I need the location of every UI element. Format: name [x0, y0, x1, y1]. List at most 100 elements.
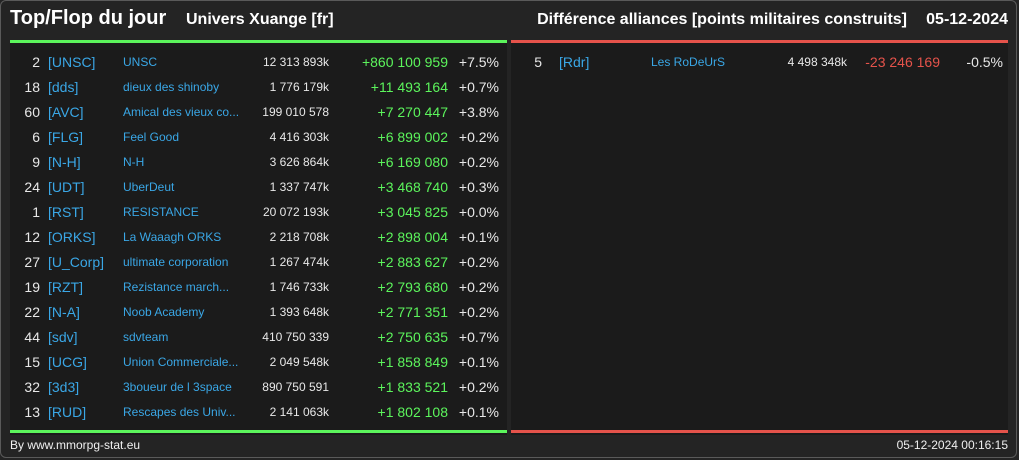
percent-change: +7.5%: [458, 54, 499, 70]
percent-change: +0.1%: [458, 404, 499, 420]
alliance-tag-link[interactable]: [sdv]: [48, 329, 78, 345]
header: Top/Flop du jour Univers Xuange [fr] Dif…: [0, 0, 1019, 40]
difference-value: +1 802 108: [377, 404, 448, 420]
alliance-tag-link[interactable]: [UDT]: [48, 179, 85, 195]
alliance-name-link[interactable]: sdvteam: [123, 330, 169, 344]
top-row: 1 [RST] RESISTANCE 20 072 193k +3 045 825 +0.…: [10, 200, 507, 225]
difference-value: +6 899 002: [377, 129, 448, 145]
alliance-name-link[interactable]: ultimate corporation: [123, 255, 229, 269]
rank-value: 60: [24, 104, 40, 120]
points-value: 4 416 303k: [269, 130, 329, 144]
top-row: 9 [N-H] N-H 3 626 864k +6 169 080 +0.2%: [10, 150, 507, 175]
alliance-name-link[interactable]: UNSC: [123, 55, 158, 69]
top-row: 6 [FLG] Feel Good 4 416 303k +6 899 002 +0.2%: [10, 125, 507, 150]
alliance-tag-link[interactable]: [N-H]: [48, 154, 81, 170]
alliance-name-link[interactable]: N-H: [123, 155, 145, 169]
alliance-name-link[interactable]: Rezistance march...: [123, 280, 230, 294]
points-value: 199 010 578: [262, 105, 329, 119]
alliance-name-link[interactable]: Feel Good: [123, 130, 180, 144]
points-value: 1 337 747k: [269, 180, 329, 194]
alliance-tag-link[interactable]: [AVC]: [48, 104, 84, 120]
ranking-subtitle: Différence alliances [points militaires …: [537, 11, 907, 28]
alliance-tag-link[interactable]: [RST]: [48, 204, 84, 220]
difference-value: +7 270 447: [377, 104, 448, 120]
alliance-name-link[interactable]: Rescapes des Univ...: [123, 405, 236, 419]
points-value: 2 218 708k: [269, 230, 329, 244]
alliance-name-link[interactable]: La Waaagh ORKS: [123, 230, 222, 244]
alliance-tag-link[interactable]: [Rdr]: [559, 54, 590, 70]
difference-value: +2 750 635: [377, 329, 448, 345]
percent-change: +0.2%: [458, 154, 499, 170]
top-row: 15 [UCG] Union Commerciale... 2 049 548k +1 …: [10, 350, 507, 375]
percent-change: +3.8%: [458, 104, 499, 120]
source-credit[interactable]: By www.mmorpg-stat.eu: [10, 438, 141, 452]
difference-value: +1 858 849: [377, 354, 448, 370]
difference-value: +2 883 627: [377, 254, 448, 270]
points-value: 20 072 193k: [262, 205, 329, 219]
alliance-tag-link[interactable]: [U_Corp]: [48, 254, 105, 270]
alliance-name-link[interactable]: UberDeut: [123, 180, 175, 194]
rank-value: 9: [32, 154, 40, 170]
rank-value: 1: [32, 204, 40, 220]
rank-value: 13: [24, 404, 40, 420]
alliance-tag-link[interactable]: [UNSC]: [48, 54, 96, 70]
alliance-name-link[interactable]: Noob Academy: [123, 305, 205, 319]
percent-change: +0.2%: [458, 379, 499, 395]
alliance-tag-link[interactable]: [FLG]: [48, 129, 84, 145]
rank-value: 19: [24, 279, 40, 295]
difference-value: +2 771 351: [377, 304, 448, 320]
rank-value: 15: [24, 354, 40, 370]
generated-timestamp: 05-12-2024 00:16:15: [896, 438, 1008, 452]
page-title: Top/Flop du jour: [10, 7, 167, 29]
alliance-name-link[interactable]: dieux des shinoby: [123, 80, 220, 94]
rank-value: 5: [534, 54, 542, 70]
difference-value: +2 793 680: [377, 279, 448, 295]
rank-value: 22: [24, 304, 40, 320]
alliance-name-link[interactable]: Les RoDeUrS: [651, 55, 726, 69]
alliance-tag-link[interactable]: [N-A]: [48, 304, 80, 320]
alliance-name-link[interactable]: Union Commerciale...: [123, 355, 239, 369]
top-row: 2 [UNSC] UNSC 12 313 893k +860 100 959 +7.5%: [10, 50, 507, 75]
alliance-tag-link[interactable]: [ORKS]: [48, 229, 96, 245]
flop-panel: 5 [Rdr] Les RoDeUrS 4 498 348k -23 246 169 -0…: [511, 40, 1008, 435]
alliance-name-link[interactable]: 3boueur de l 3space: [123, 380, 232, 394]
rank-value: 6: [32, 129, 40, 145]
top-panel: 2 [UNSC] UNSC 12 313 893k +860 100 959 +7.5% 1…: [10, 40, 507, 435]
alliance-name-link[interactable]: Amical des vieux co...: [123, 105, 240, 119]
points-value: 12 313 893k: [262, 55, 329, 69]
percent-change: +0.2%: [458, 254, 499, 270]
flop-row: 5 [Rdr] Les RoDeUrS 4 498 348k -23 246 169 -0…: [511, 50, 1008, 75]
points-value: 1 267 474k: [269, 255, 329, 269]
rank-value: 27: [24, 254, 40, 270]
rank-value: 44: [24, 329, 40, 345]
difference-value: +6 169 080: [377, 154, 448, 170]
points-value: 4 498 348k: [787, 55, 847, 69]
percent-change: +0.2%: [458, 129, 499, 145]
rank-value: 32: [24, 379, 40, 395]
top-row: 44 [sdv] sdvteam 410 750 339 +2 750 635 +0.7%: [10, 325, 507, 350]
alliance-name-link[interactable]: RESISTANCE: [123, 205, 199, 219]
alliance-tag-link[interactable]: [RUD]: [48, 404, 87, 420]
alliance-tag-link[interactable]: [UCG]: [48, 354, 87, 370]
percent-change: +0.2%: [458, 304, 499, 320]
top-panel-bottom-border: [10, 430, 507, 433]
alliance-tag-link[interactable]: [RZT]: [48, 279, 83, 295]
rank-value: 12: [24, 229, 40, 245]
top-row: 27 [U_Corp] ultimate corporation 1 267 474k…: [10, 250, 507, 275]
top-row: 18 [dds] dieux des shinoby 1 776 179k +11 49…: [10, 75, 507, 100]
percent-change: +0.0%: [458, 204, 499, 220]
alliance-tag-link[interactable]: [3d3]: [48, 379, 80, 395]
percent-change: +0.7%: [458, 79, 499, 95]
header-date: 05-12-2024: [926, 11, 1008, 28]
rank-value: 2: [32, 54, 40, 70]
points-value: 2 049 548k: [269, 355, 329, 369]
percent-change: -0.5%: [966, 54, 1003, 70]
difference-value: +3 468 740: [377, 179, 448, 195]
difference-value: +2 898 004: [377, 229, 448, 245]
difference-value: -23 246 169: [865, 54, 940, 70]
rank-value: 18: [24, 79, 40, 95]
top-row: 24 [UDT] UberDeut 1 337 747k +3 468 740 +0.3%: [10, 175, 507, 200]
alliance-tag-link[interactable]: [dds]: [48, 79, 79, 95]
percent-change: +0.7%: [458, 329, 499, 345]
flop-panel-bottom-border: [511, 430, 1008, 433]
